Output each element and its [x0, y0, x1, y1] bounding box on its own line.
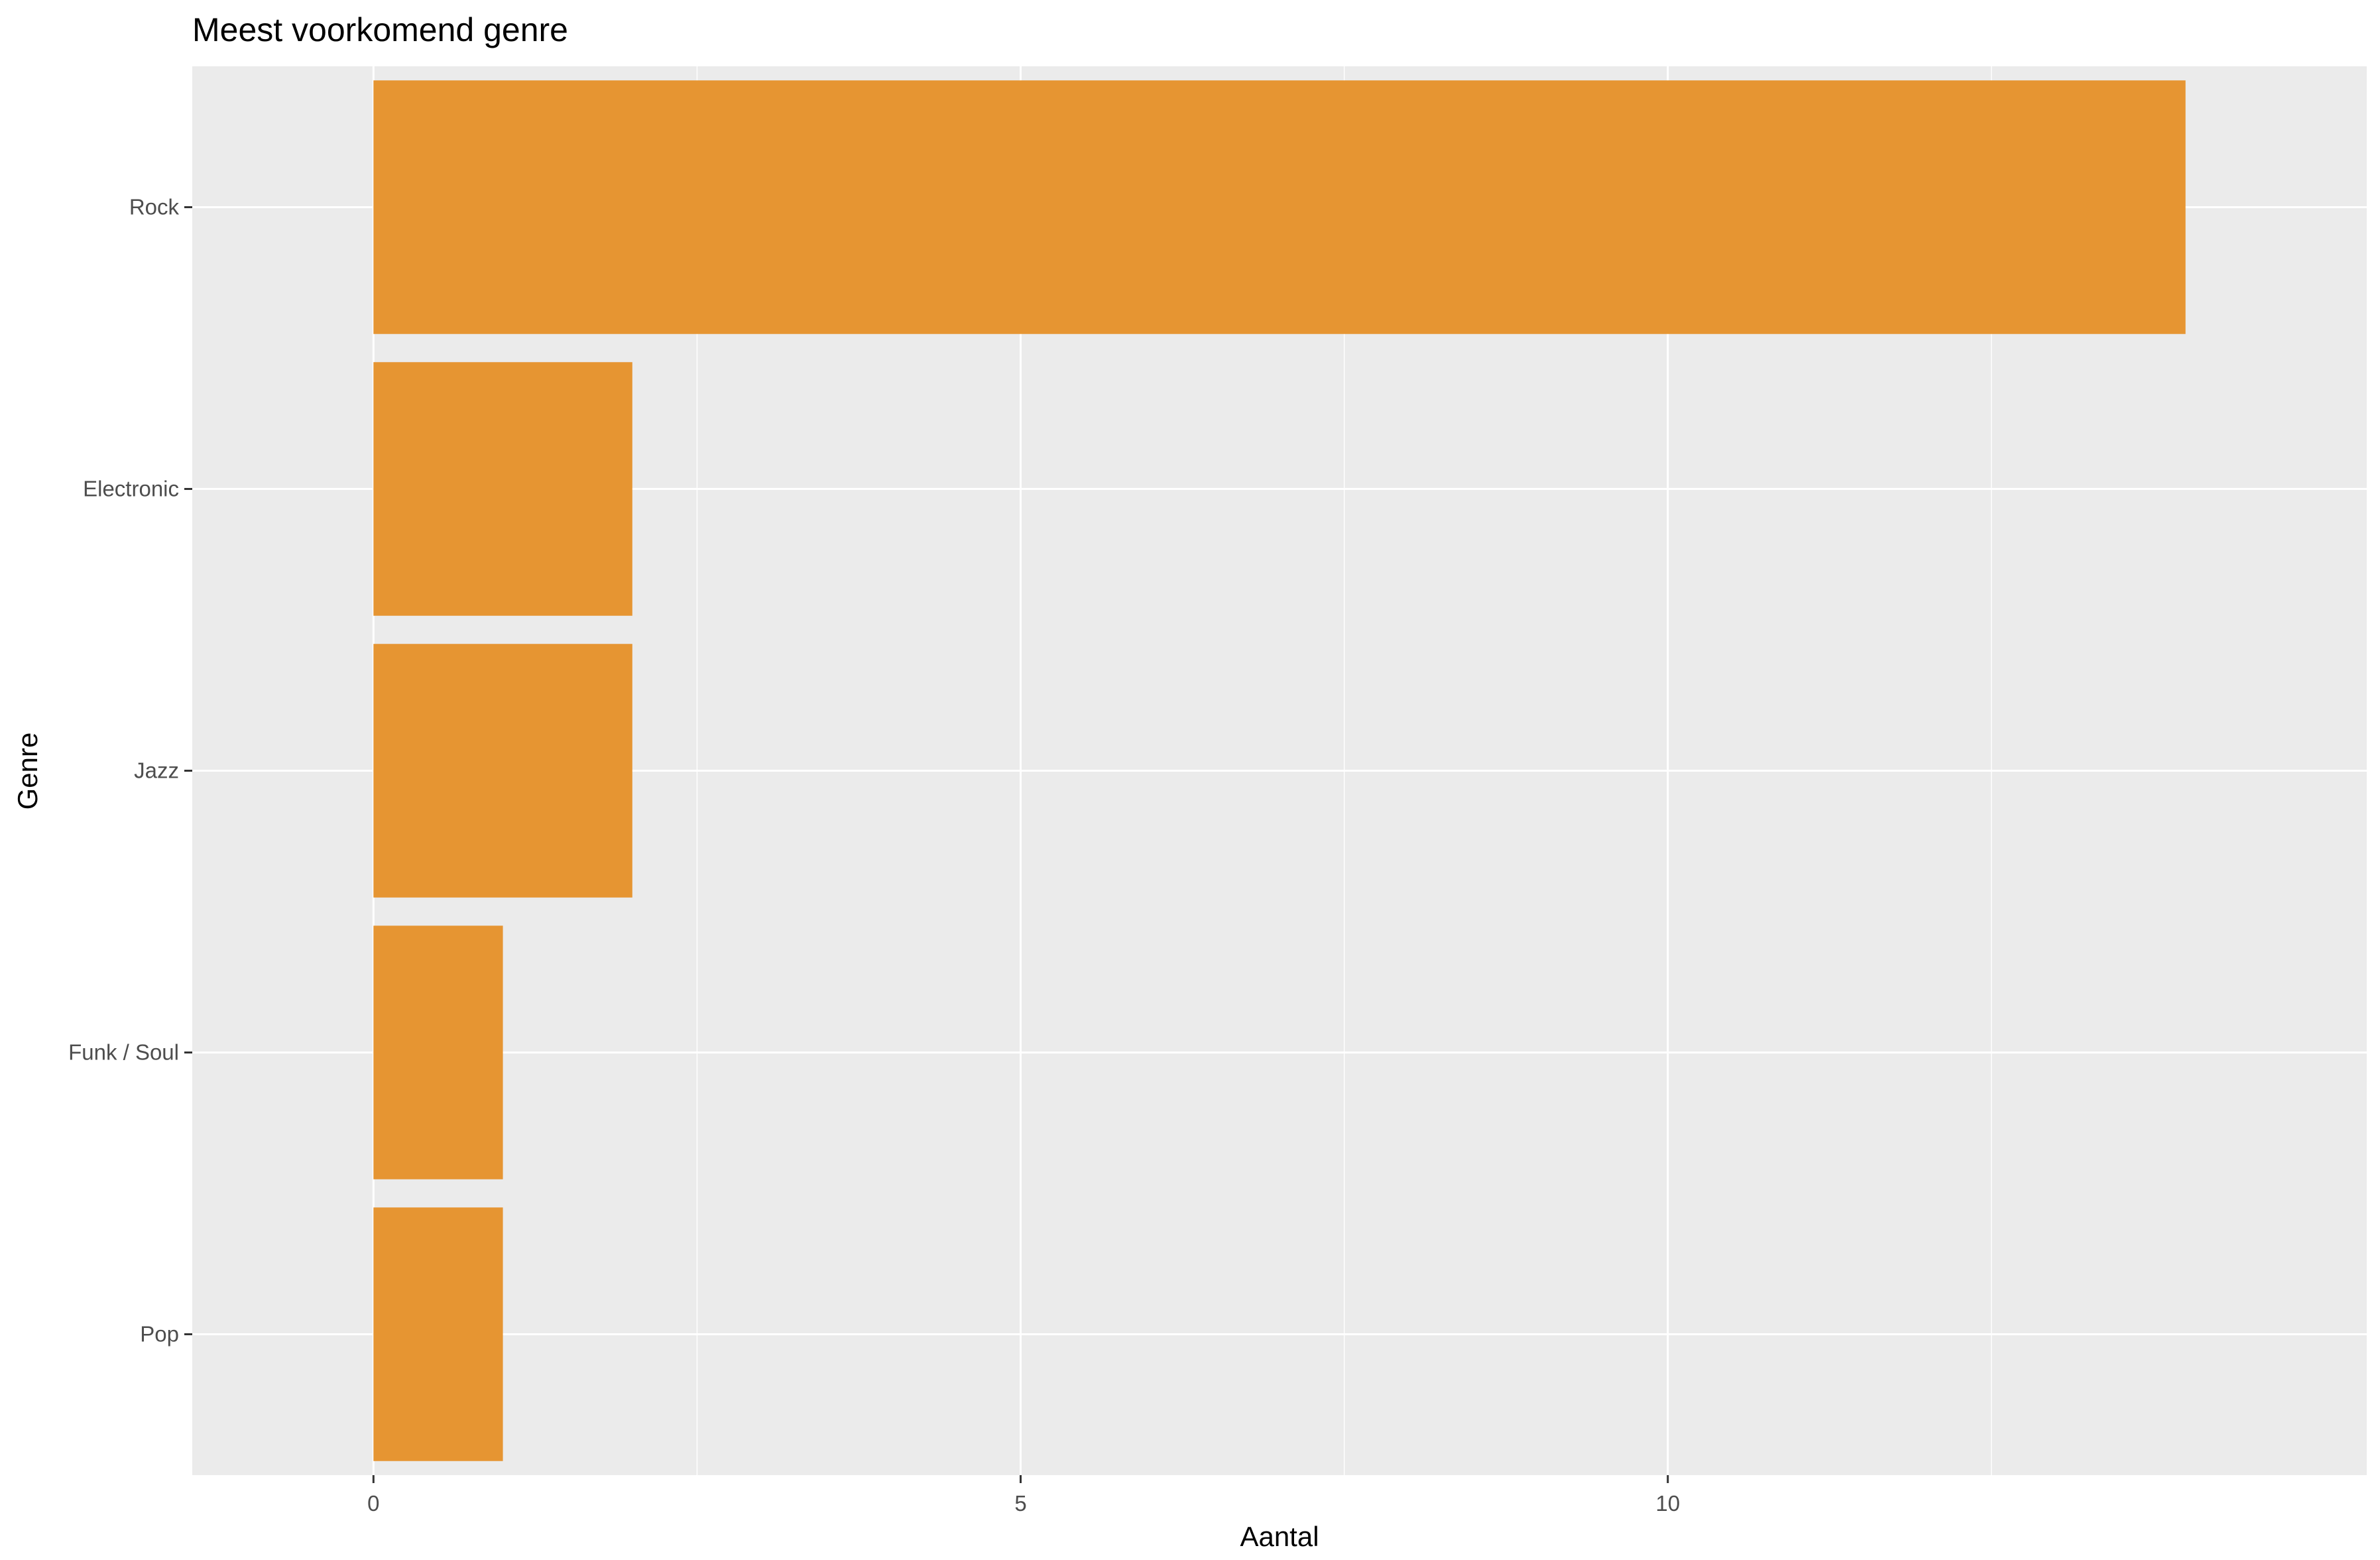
bar	[373, 1207, 503, 1461]
bar	[373, 926, 503, 1179]
x-axis: 0 5 10	[367, 1475, 1680, 1516]
bar	[373, 362, 632, 616]
bar	[373, 644, 632, 898]
x-tick-label: 5	[1014, 1491, 1026, 1516]
bars	[373, 80, 2186, 1461]
bar	[373, 80, 2186, 334]
y-axis-title: Genre	[12, 733, 43, 810]
y-tick-label: Rock	[129, 195, 180, 219]
y-tick-label: Electronic	[83, 477, 179, 501]
x-axis-title: Aantal	[1240, 1521, 1319, 1552]
y-tick-label: Funk / Soul	[68, 1040, 179, 1065]
x-tick-label: 10	[1655, 1491, 1680, 1516]
x-tick-label: 0	[367, 1491, 379, 1516]
y-tick-label: Pop	[140, 1322, 179, 1347]
chart-title: Meest voorkomend genre	[192, 11, 568, 48]
y-axis: Rock Electronic Jazz Funk / Soul Pop	[68, 195, 192, 1347]
y-tick-label: Jazz	[134, 758, 179, 783]
